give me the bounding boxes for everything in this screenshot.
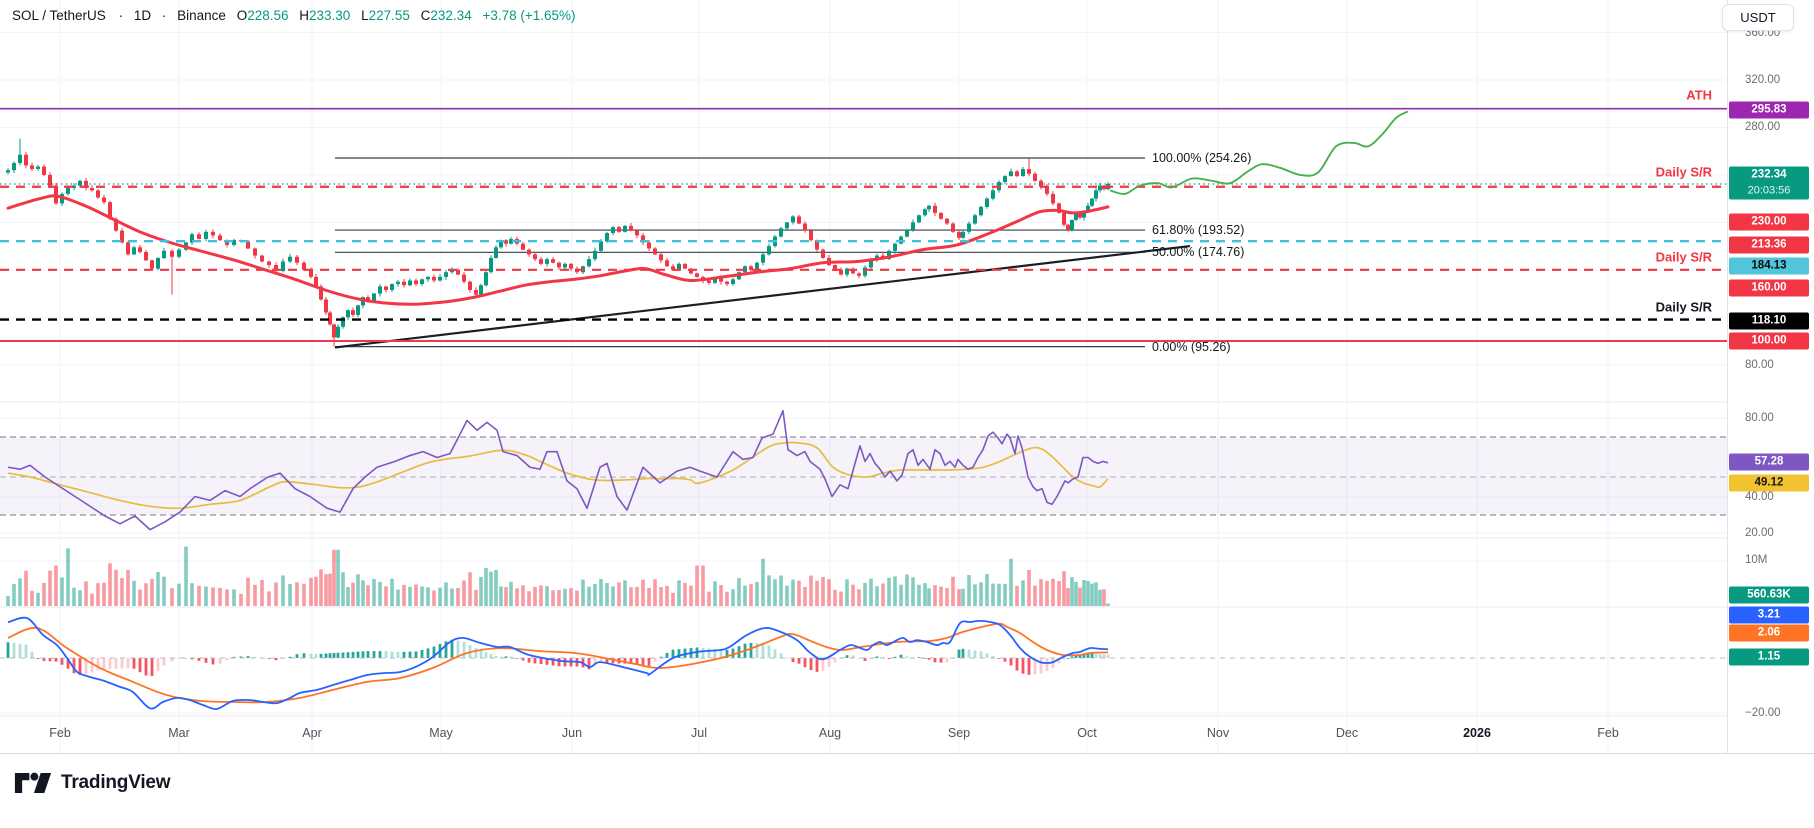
time-axis-label: Jun xyxy=(561,726,583,740)
price-badge-sr-100: 100.00 xyxy=(1729,332,1809,350)
countdown-timer: 20:03:56 xyxy=(1747,184,1791,197)
time-axis-label: Dec xyxy=(1335,726,1359,740)
time-axis-label: Mar xyxy=(168,726,190,740)
indicator-badge-macd-signal-value: 2.06 xyxy=(1729,624,1809,642)
badge-price: 118.10 xyxy=(1751,314,1787,327)
price-axis-tick: 40.00 xyxy=(1745,491,1774,503)
exchange-label: Binance xyxy=(177,8,226,23)
indicator-badge-macd-value: 3.21 xyxy=(1729,606,1809,624)
ohlc-open-label: O xyxy=(236,8,248,23)
price-badge-daily-sr-184: 184.13 xyxy=(1729,257,1809,275)
chart-plot-area[interactable] xyxy=(0,0,1814,753)
badge-price: 184.13 xyxy=(1751,259,1787,272)
macd-line xyxy=(7,616,1109,710)
tradingview-logo-icon xyxy=(14,772,52,793)
ohlc-low-label: L xyxy=(361,8,369,23)
price-axis-border xyxy=(1727,0,1728,753)
ohlc-low-value: 227.55 xyxy=(368,8,410,23)
badge-price: 232.34 xyxy=(1751,168,1787,181)
symbol-title[interactable]: SOL / TetherUS xyxy=(12,8,106,23)
price-axis-tick: 20.00 xyxy=(1745,527,1774,539)
price-badge-daily-sr-118: 118.10 xyxy=(1729,312,1809,330)
sr-label: ATH xyxy=(1686,87,1712,103)
currency-toggle-button[interactable]: USDT xyxy=(1722,4,1794,31)
fib-level-label: 0.00% (95.26) xyxy=(1152,339,1231,354)
macd-histogram xyxy=(6,639,1110,677)
sr-label: Daily S/R xyxy=(1655,249,1712,265)
time-axis-label: Nov xyxy=(1206,726,1230,740)
time-axis-label: Apr xyxy=(302,726,322,740)
legend-separator: · xyxy=(118,8,124,23)
tradingview-logo-text: TradingView xyxy=(61,772,171,793)
badge-price: 100.00 xyxy=(1751,334,1787,347)
indicator-badge-volume-value: 560.63K xyxy=(1729,586,1809,604)
price-axis-tick: 80.00 xyxy=(1745,359,1774,371)
tradingview-logo[interactable]: TradingView xyxy=(14,770,171,796)
time-axis-label: Aug xyxy=(818,726,842,740)
price-levels xyxy=(0,107,1727,342)
price-badge-sr-160: 160.00 xyxy=(1729,279,1809,297)
time-axis-label: May xyxy=(429,726,453,740)
indicator-badge-macd-hist-value: 1.15 xyxy=(1729,648,1809,666)
time-axis-label: Oct xyxy=(1077,726,1097,740)
fib-level-label: 61.80% (193.52) xyxy=(1152,223,1245,238)
price-badge-daily-sr-230: 230.00 xyxy=(1729,213,1809,231)
time-axis-label: Feb xyxy=(1597,726,1619,740)
price-axis-tick: 320.00 xyxy=(1745,74,1781,86)
timeframe-label[interactable]: 1D xyxy=(133,8,152,23)
fib-level-label: 50.00% (174.76) xyxy=(1152,245,1245,260)
ohlc-high-label: H xyxy=(299,8,310,23)
trend-line xyxy=(334,244,1191,349)
ohlc-close-label: C xyxy=(420,8,431,23)
time-axis-label: Sep xyxy=(947,726,971,740)
indicator-badge-rsi-ma-value: 49.12 xyxy=(1729,474,1809,492)
time-axis-label: 2026 xyxy=(1463,726,1491,740)
symbol-legend: SOL / TetherUS · 1D · Binance O228.56 H2… xyxy=(12,8,576,23)
legend-separator: · xyxy=(161,8,167,23)
price-badge-current-price: 232.34 20:03:56 xyxy=(1729,166,1809,200)
ohlc-close-value: 232.34 xyxy=(430,8,472,23)
sr-label: Daily S/R xyxy=(1655,299,1712,315)
ohlc-high-value: 233.30 xyxy=(309,8,351,23)
ma-red-line xyxy=(6,194,1110,306)
badge-price: 230.00 xyxy=(1751,215,1787,228)
projection-line xyxy=(1109,110,1409,195)
chart-bottom-border xyxy=(0,753,1814,754)
rsi-band xyxy=(0,437,1727,515)
ohlc-open-value: 228.56 xyxy=(247,8,289,23)
badge-price: 295.83 xyxy=(1751,103,1787,116)
change-value: +3.78 (+1.65%) xyxy=(482,8,576,23)
indicator-badge-rsi-value: 57.28 xyxy=(1729,453,1809,471)
price-axis-tick: −20.00 xyxy=(1745,707,1781,719)
rsi-line xyxy=(7,409,1109,531)
time-axis-label: Feb xyxy=(49,726,71,740)
price-axis-tick: 80.00 xyxy=(1745,412,1774,424)
volume-series xyxy=(6,546,1110,606)
time-axis-label: Jul xyxy=(691,726,707,740)
gridlines xyxy=(0,0,1727,753)
price-badge-ath: 295.83 xyxy=(1729,101,1809,119)
sr-label: Daily S/R xyxy=(1655,164,1712,180)
fib-level-label: 100.00% (254.26) xyxy=(1152,150,1252,165)
macd-signal-line xyxy=(7,622,1109,704)
price-axis-tick: 10M xyxy=(1745,554,1768,566)
fib-retracement xyxy=(335,157,1145,348)
badge-price: 160.00 xyxy=(1751,281,1787,294)
rsi-ma-line xyxy=(7,441,1109,510)
badge-price: 213.36 xyxy=(1751,238,1787,251)
price-badge-sr-213: 213.36 xyxy=(1729,236,1809,254)
price-axis-tick: 280.00 xyxy=(1745,121,1781,133)
